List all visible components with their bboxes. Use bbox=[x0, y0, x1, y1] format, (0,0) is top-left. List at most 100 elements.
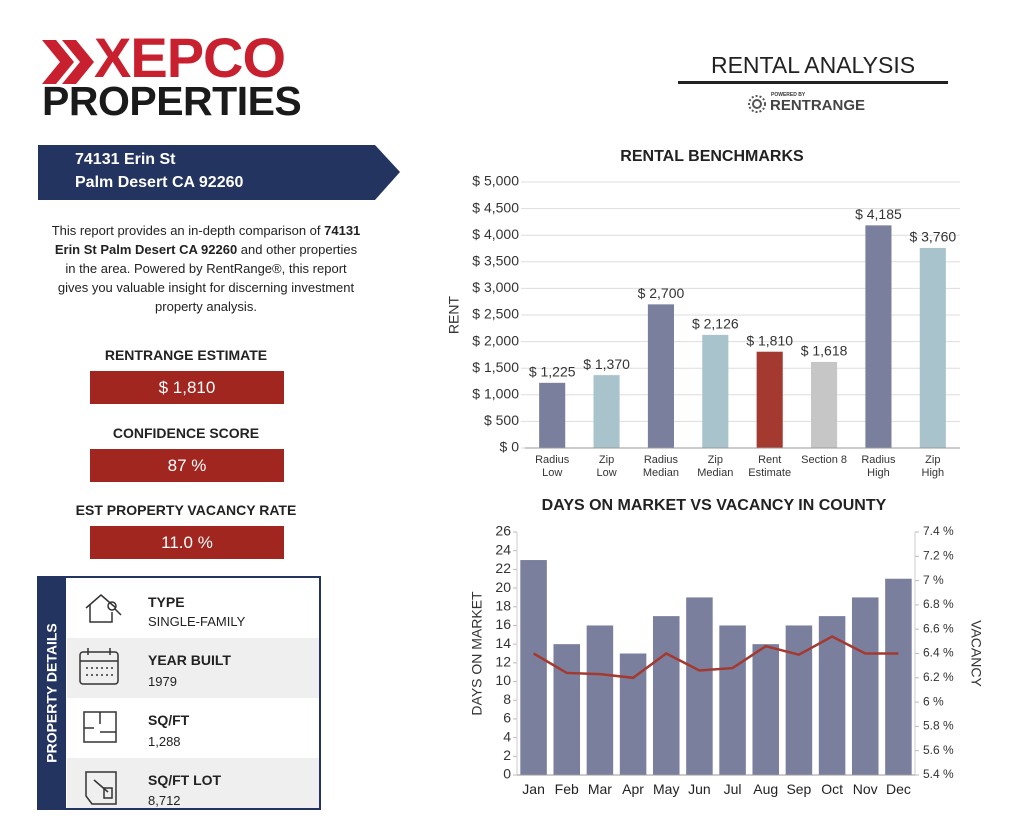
detail-value: 1979 bbox=[148, 674, 177, 689]
intro-part: and other properties in the area. Powere… bbox=[57, 242, 358, 314]
details-row-bg bbox=[67, 638, 319, 698]
y-axis-label: DAYS ON MARKET bbox=[469, 591, 485, 716]
x-tick-label: Nov bbox=[852, 781, 878, 797]
y-tick-label: $ 5,000 bbox=[472, 173, 519, 189]
rentrange-gear bbox=[748, 95, 766, 113]
y-tick-label: 16 bbox=[495, 616, 511, 632]
y-tick-label: 4 bbox=[503, 728, 511, 744]
bar bbox=[785, 625, 813, 775]
detail-label: SQ/FT LOT bbox=[148, 772, 222, 788]
y-tick-label: 14 bbox=[495, 635, 511, 651]
address-banner bbox=[38, 145, 400, 200]
icon-calendar bbox=[79, 648, 119, 685]
y2-tick-label: 5.6 % bbox=[923, 743, 954, 757]
chart-title: RENTAL BENCHMARKS bbox=[620, 148, 804, 165]
powered-by: POWERED BY bbox=[771, 92, 806, 98]
y2-tick-label: 6.4 % bbox=[923, 646, 954, 660]
x-tick-label: Feb bbox=[554, 781, 579, 797]
y2-tick-label: 7.4 % bbox=[923, 524, 954, 538]
y-tick-label: 20 bbox=[495, 579, 511, 595]
y2-tick-label: 6.6 % bbox=[923, 621, 954, 635]
y-tick-label: 24 bbox=[495, 541, 511, 557]
y-tick-label: $ 4,500 bbox=[472, 199, 519, 215]
y-tick-label: 10 bbox=[495, 672, 511, 688]
y-tick-label: $ 0 bbox=[500, 439, 520, 455]
y2-tick-label: 7 % bbox=[923, 573, 944, 587]
x-tick-label: Apr bbox=[622, 781, 644, 797]
bar bbox=[686, 597, 713, 775]
y2-tick-label: 6 % bbox=[923, 694, 944, 708]
y-tick-label: $ 1,500 bbox=[472, 359, 519, 375]
bar bbox=[811, 361, 838, 448]
y-tick-label: $ 2,500 bbox=[472, 306, 519, 322]
metric-label: EST PROPERTY VACANCY RATE bbox=[75, 502, 297, 518]
value-label: $ 4,185 bbox=[855, 206, 902, 222]
x-tick-label: Section 8 bbox=[801, 454, 847, 466]
detail-label: YEAR BUILT bbox=[148, 652, 231, 668]
powered-brand: RENTRANGE bbox=[770, 97, 866, 114]
x-tick-label: Zip Median bbox=[697, 454, 734, 479]
y2-tick-label: 6.2 % bbox=[923, 670, 954, 684]
details-sidebar bbox=[38, 577, 66, 809]
bar bbox=[752, 644, 780, 775]
y2-tick-label: 5.4 % bbox=[923, 767, 954, 781]
icon-house bbox=[85, 594, 122, 623]
bar bbox=[539, 382, 566, 448]
value-label: $ 1,370 bbox=[583, 356, 630, 372]
y-tick-label: $ 1,000 bbox=[472, 386, 519, 402]
value-label: $ 2,700 bbox=[638, 285, 685, 301]
metric-value: $ 1,810 bbox=[90, 371, 284, 404]
bar bbox=[619, 653, 647, 775]
report-title: RENTAL ANALYSIS bbox=[710, 52, 916, 78]
y-tick-label: 0 bbox=[503, 766, 511, 782]
detail-label: TYPE bbox=[148, 594, 185, 610]
details-row-bg bbox=[67, 758, 319, 808]
y-axis-label: RENT bbox=[446, 296, 462, 335]
x-tick-label: Radius High bbox=[861, 454, 896, 479]
x-tick-label: Dec bbox=[885, 781, 911, 797]
metric-label: CONFIDENCE SCORE bbox=[112, 425, 260, 441]
y2-tick-label: 5.8 % bbox=[923, 719, 954, 733]
detail-value: 8,712 bbox=[148, 793, 181, 808]
value-label: $ 1,618 bbox=[801, 343, 848, 359]
intro-text: This report provides an in-depth compari… bbox=[50, 221, 362, 316]
x-tick-label: Jun bbox=[688, 781, 711, 797]
bar bbox=[593, 375, 620, 448]
value-label: $ 2,126 bbox=[692, 316, 739, 332]
y-tick-label: $ 500 bbox=[484, 412, 519, 428]
bar bbox=[885, 578, 912, 775]
vacancy-line bbox=[532, 635, 899, 680]
icon-floorplan bbox=[83, 711, 117, 743]
x-tick-label: Zip High bbox=[921, 454, 945, 479]
y-tick-label: 8 bbox=[503, 691, 511, 707]
address-line: 74131 Erin St bbox=[75, 151, 176, 168]
bar bbox=[586, 625, 614, 775]
x-tick-label: Jul bbox=[723, 781, 742, 797]
x-tick-label: Zip Low bbox=[596, 454, 617, 479]
metric-value: 11.0 % bbox=[90, 526, 284, 559]
x-tick-label: Radius Low bbox=[535, 454, 570, 479]
bar bbox=[553, 644, 581, 775]
value-label: $ 1,810 bbox=[746, 332, 793, 348]
detail-value: 1,288 bbox=[148, 734, 181, 749]
chart-title: DAYS ON MARKET VS VACANCY IN COUNTY bbox=[542, 497, 887, 514]
logo-bottom: PROPERTIES bbox=[42, 78, 302, 124]
icon-lot bbox=[85, 771, 117, 805]
logo-top: XEPCO bbox=[94, 26, 286, 89]
y2-axis-label: VACANCY bbox=[968, 620, 984, 687]
metric-value: 87 % bbox=[90, 449, 284, 482]
y-tick-label: 18 bbox=[495, 597, 511, 613]
intro-address: 74131 Erin St Palm Desert CA 92260 bbox=[54, 223, 361, 257]
bar bbox=[719, 625, 746, 775]
y-tick-label: 22 bbox=[495, 560, 511, 576]
bar bbox=[652, 616, 680, 775]
bar bbox=[647, 304, 674, 448]
y-tick-label: 6 bbox=[503, 710, 511, 726]
bar bbox=[756, 351, 783, 448]
address-line: Palm Desert CA 92260 bbox=[75, 174, 244, 191]
details-title: PROPERTY DETAILS bbox=[44, 623, 60, 763]
x-tick-label: Oct bbox=[821, 781, 843, 797]
y-tick-label: 2 bbox=[503, 747, 511, 763]
title-rule bbox=[678, 81, 948, 84]
